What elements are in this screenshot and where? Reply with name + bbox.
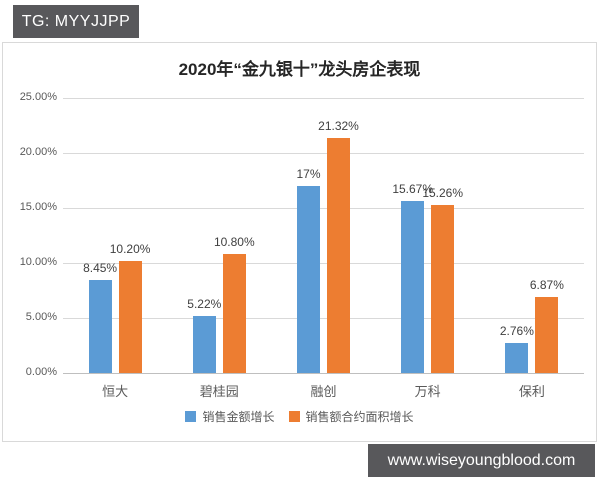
bar-series2-group1 — [118, 261, 142, 373]
x-axis-category-label: 碧桂园 — [199, 384, 239, 399]
legend-marker-icon — [185, 411, 197, 422]
x-axis-category-label: 恒大 — [102, 384, 129, 399]
bar-series1-group3 — [297, 186, 320, 373]
y-axis-tick-label: 10.00% — [19, 256, 57, 268]
y-axis-tick-label: 5.00% — [25, 311, 57, 323]
bar-series2-group3 — [327, 138, 350, 373]
bar-series2-group5 — [535, 297, 559, 373]
data-label: 21.32% — [318, 119, 359, 133]
legend-marker-icon — [288, 411, 300, 422]
gridline — [63, 153, 584, 154]
bar-series1-group2 — [192, 316, 216, 373]
bar-series1-group4 — [401, 201, 425, 373]
gridline — [63, 263, 584, 264]
gridline — [63, 208, 584, 209]
data-label: 8.45% — [83, 261, 118, 275]
y-axis-tick-label: 15.00% — [19, 201, 57, 213]
y-axis-tick-label: 25.00% — [19, 91, 57, 103]
data-label: 17% — [296, 167, 321, 181]
data-label: 15.26% — [422, 186, 464, 200]
legend: 销售金额增长 销售额合约面积增长 — [3, 408, 596, 425]
bar-series1-group5 — [505, 343, 529, 373]
x-axis-line — [63, 373, 584, 374]
data-label: 5.22% — [187, 297, 222, 311]
legend-item: 销售金额增长 — [185, 408, 275, 425]
y-axis-tick-label: 20.00% — [19, 146, 57, 158]
x-axis-category-label: 保利 — [518, 384, 545, 399]
watermark-badge-bottom-right: www.wiseyoungblood.com — [368, 444, 595, 477]
data-label: 15.67% — [392, 182, 434, 196]
x-axis-category-label: 融创 — [310, 384, 337, 399]
legend-label: 销售额合约面积增长 — [305, 410, 414, 424]
bar-series1-group1 — [88, 280, 112, 373]
y-axis-tick-label: 0.00% — [25, 366, 57, 378]
bar-series2-group2 — [222, 254, 246, 373]
data-label: 6.87% — [529, 278, 564, 292]
data-label: 10.80% — [213, 235, 255, 249]
plot-area: 8.45% 10.20% 5.22% 10.80% 17% 21.32% 15.67% 15.… — [63, 98, 584, 374]
legend-item: 销售额合约面积增长 — [288, 408, 414, 425]
data-label: 10.20% — [109, 242, 151, 256]
gridline — [63, 98, 584, 99]
chart-panel: 2020年“金九银十”龙头房企表现 8.45% 10.20% 5.22% 10.80%… — [2, 42, 597, 442]
data-label: 2.76% — [499, 324, 534, 338]
bar-series2-group4 — [431, 205, 455, 373]
gridline — [63, 318, 584, 319]
chart-title: 2020年“金九银十”龙头房企表现 — [178, 60, 421, 79]
x-axis-category-label: 万科 — [414, 384, 441, 399]
watermark-badge-top-left: TG: MYYJJPP — [13, 5, 139, 38]
legend-label: 销售金额增长 — [202, 410, 275, 424]
